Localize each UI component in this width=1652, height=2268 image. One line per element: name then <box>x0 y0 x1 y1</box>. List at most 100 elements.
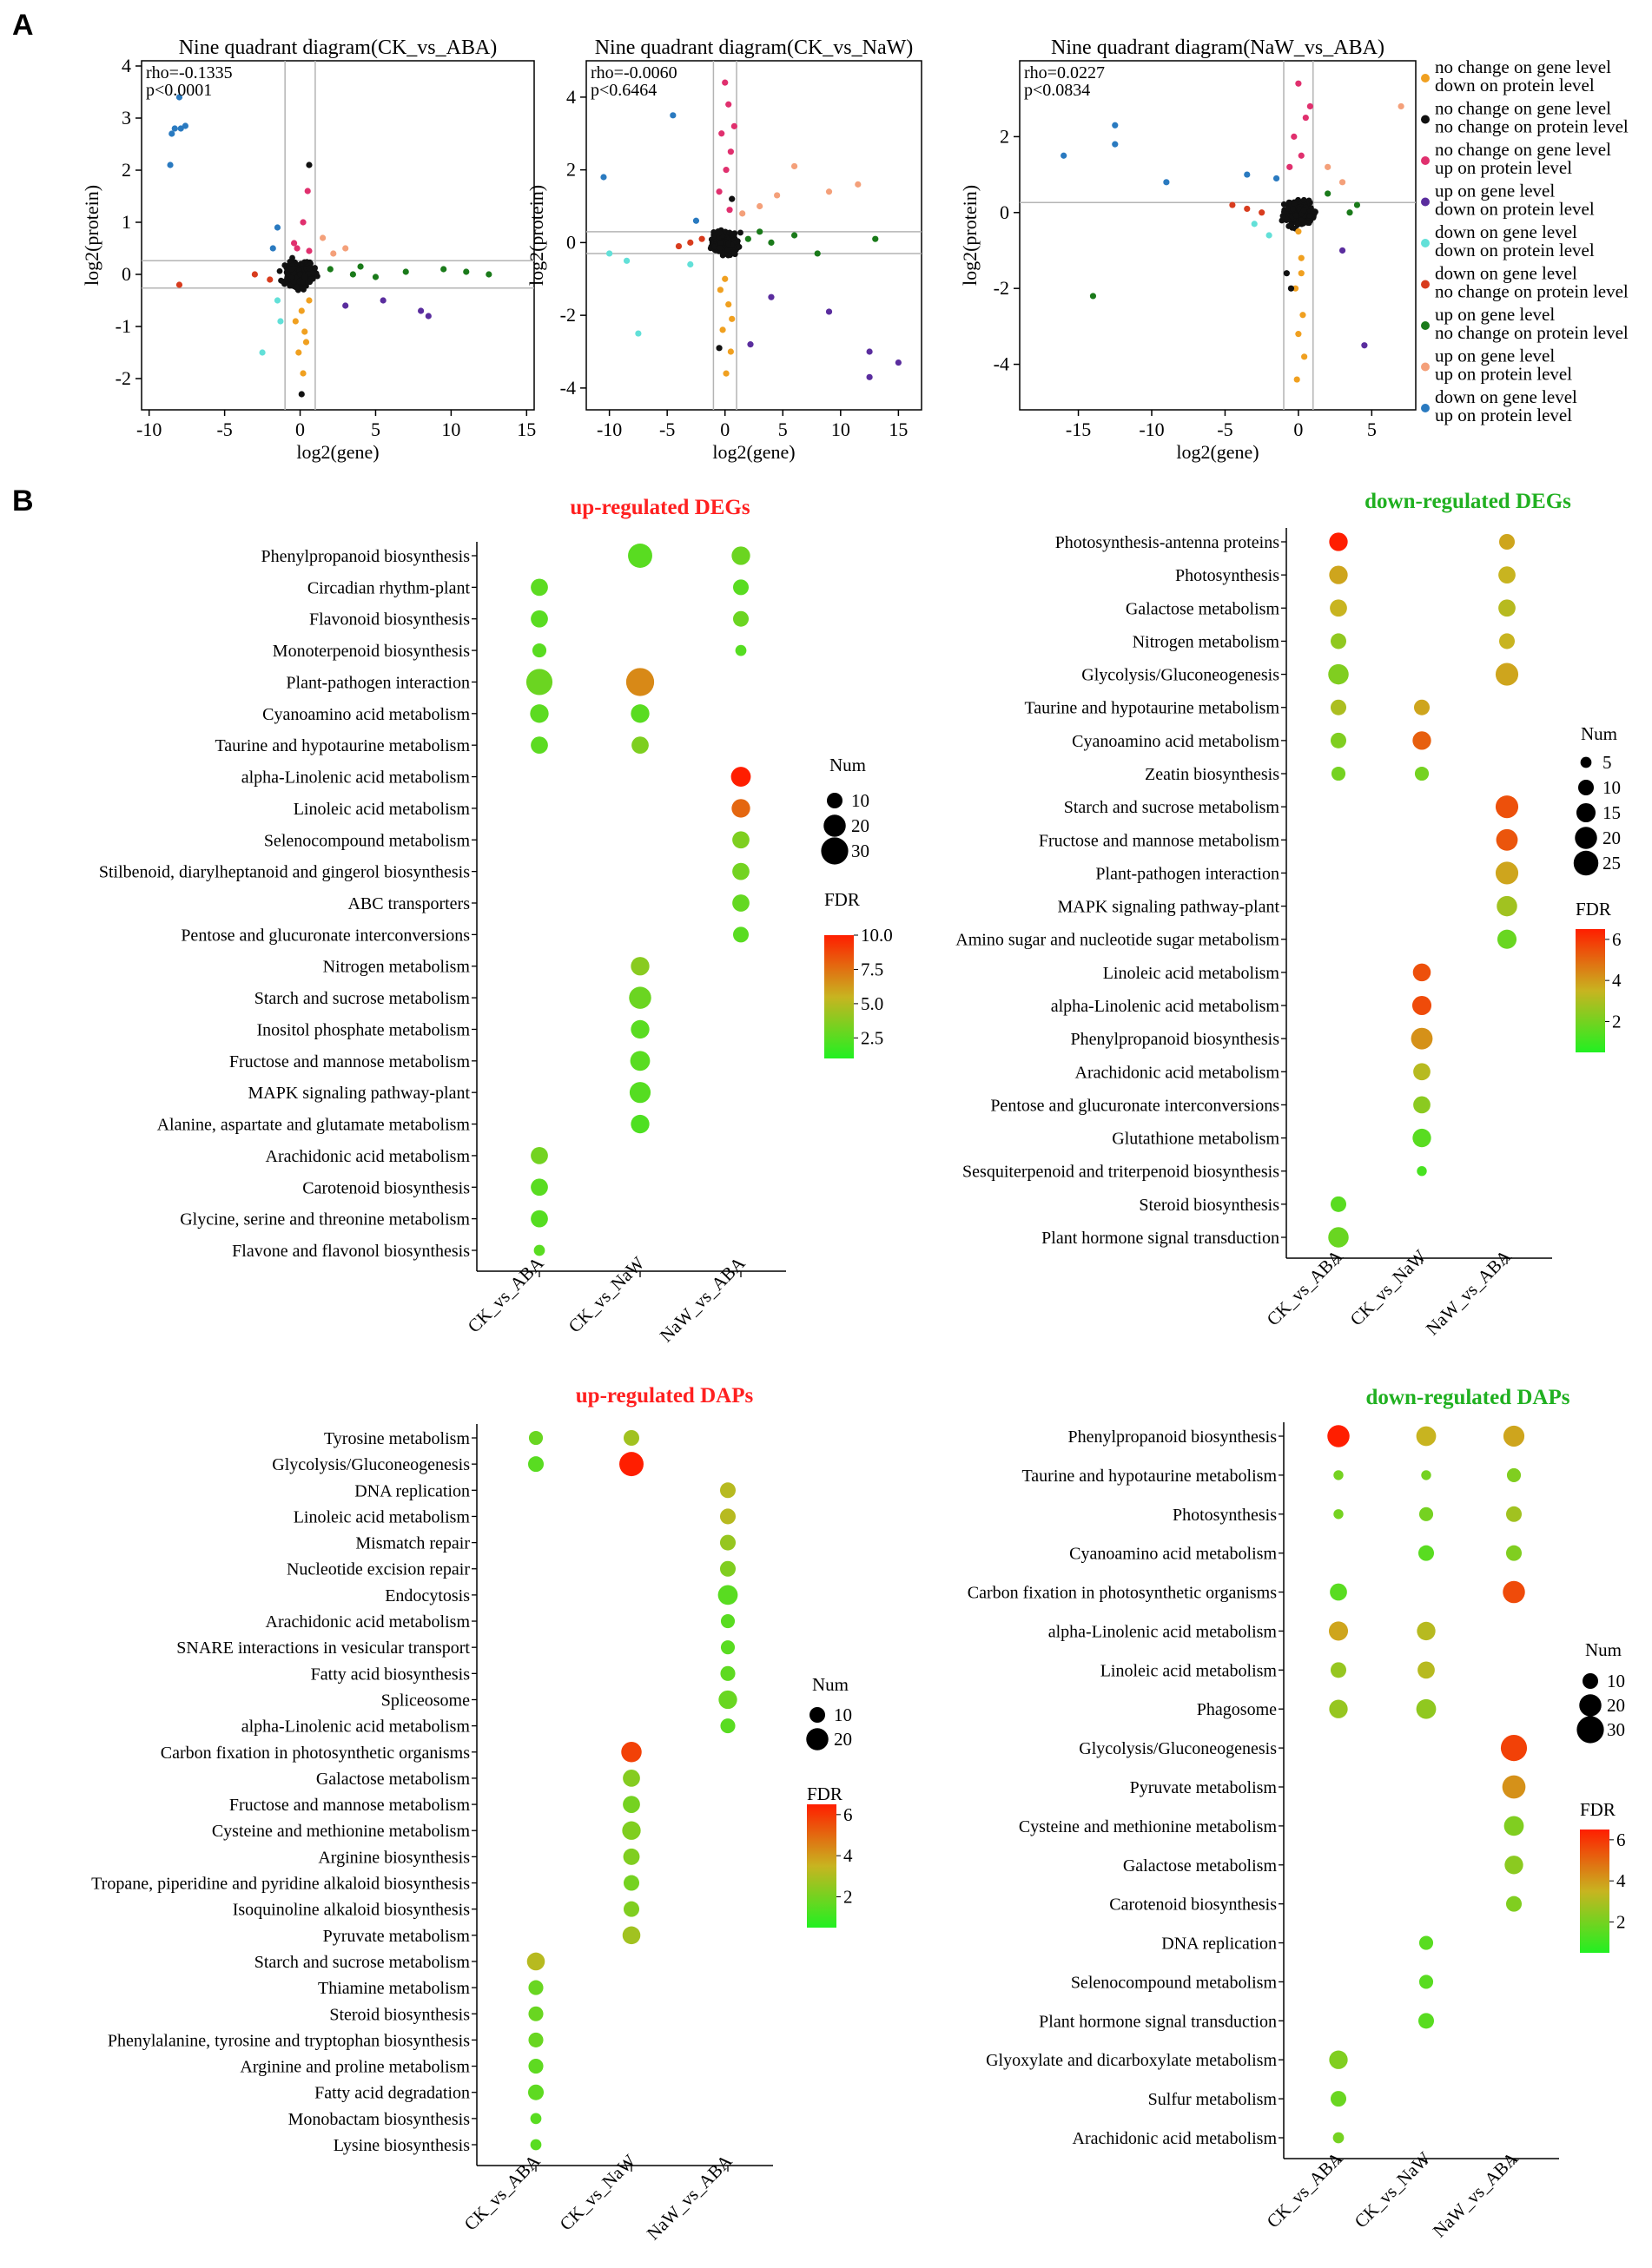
scatter-point <box>259 349 266 356</box>
enrichment-dot <box>1332 2132 1345 2144</box>
pathway-label: Taurine and hypotaurine metabolism <box>1021 1467 1277 1486</box>
scatter-point <box>600 174 607 181</box>
x-tick-label: 5 <box>1367 419 1377 440</box>
enrichment-dot <box>531 1147 548 1164</box>
scatter-point <box>1302 114 1309 122</box>
scatter-point <box>1293 376 1300 383</box>
y-tick-label: -2 <box>116 367 131 389</box>
pathway-label: Fructose and mannose metabolism <box>229 1796 471 1815</box>
pathway-label: Endocytosis <box>385 1586 470 1605</box>
enrichment-dot <box>731 546 750 565</box>
scatter-point <box>670 112 677 119</box>
legend-marker <box>1421 74 1430 82</box>
colorbar-label: 2.5 <box>861 1027 883 1048</box>
scatter-point <box>306 297 313 304</box>
enrichment-dot <box>629 1082 651 1104</box>
pathway-label: MAPK signaling pathway-plant <box>1057 898 1279 917</box>
scatter-point <box>1398 102 1404 110</box>
enrichment-dot <box>621 1742 642 1763</box>
scatter-point <box>768 239 775 246</box>
plot-frame <box>141 60 535 411</box>
scatter-point <box>725 101 732 108</box>
pathway-label: Starch and sucrose metabolism <box>254 989 471 1008</box>
x-tick-label: 0 <box>295 419 305 440</box>
size-legend-title: Num <box>1585 1639 1622 1660</box>
size-legend-dot <box>821 837 849 865</box>
enrichment-dot <box>623 1875 640 1891</box>
scatter-point <box>774 192 781 199</box>
pathway-label: Phenylalanine, tyrosine and tryptophan b… <box>108 2031 470 2050</box>
scatter-point <box>1295 331 1302 338</box>
enrichment-dot <box>530 2113 542 2125</box>
colorbar-label: 6 <box>1616 1830 1626 1850</box>
y-tick-label: 1 <box>122 211 131 233</box>
size-legend-label: 30 <box>1607 1719 1625 1740</box>
enrichment-dot <box>1505 1895 1523 1912</box>
enrichment-dot <box>527 2084 545 2100</box>
scatter-point <box>866 348 873 355</box>
enrichment-dot <box>1503 1816 1524 1836</box>
colorbar-label: 10.0 <box>861 925 893 946</box>
scatter-point <box>306 265 313 272</box>
scatter-point <box>872 235 879 242</box>
scatter-point <box>1280 201 1287 208</box>
enrichment-dot <box>1502 1775 1526 1799</box>
scatter-point <box>737 229 743 236</box>
legend-line1: no change on gene level <box>1435 56 1611 77</box>
enrichment-dot <box>623 1429 640 1447</box>
scatter-point <box>1306 212 1313 219</box>
enrichment-dot <box>530 2139 542 2151</box>
scatter-point <box>342 245 349 252</box>
enrichment-dot <box>1327 1425 1350 1447</box>
size-legend-label: 25 <box>1602 853 1621 874</box>
scatter-point <box>726 207 733 214</box>
group-label: NaW_vs_ABA <box>1429 2147 1523 2241</box>
legend-line1: up on gene level <box>1435 346 1555 366</box>
enrichment-dot <box>631 704 650 723</box>
dot-plot-4: down-regulated DAPs Phenylpropanoid biosy… <box>968 1386 1626 2241</box>
scatter-point <box>790 162 798 170</box>
enrichment-dot <box>1331 766 1346 781</box>
pathway-label: Linoleic acid metabolism <box>294 800 471 819</box>
scatter-point <box>372 274 380 280</box>
y-axis-label: log2(protein) <box>525 185 547 286</box>
enrichment-dot <box>1418 1507 1434 1521</box>
scatter-point <box>727 348 734 355</box>
y-tick-label: 3 <box>122 107 131 129</box>
pathway-label: Linoleic acid metabolism <box>1103 964 1280 983</box>
y-tick-label: 2 <box>1000 125 1009 147</box>
scatter-point <box>730 122 737 129</box>
colorbar-label: 4 <box>843 1845 853 1866</box>
colorbar-label: 2 <box>1612 1012 1622 1032</box>
enrichment-dot <box>631 1019 650 1039</box>
scatter-point <box>1286 163 1293 170</box>
scatter-point <box>274 224 281 231</box>
enrichment-dot <box>732 579 750 596</box>
scatter-point <box>1285 205 1292 212</box>
colorbar-label: 6 <box>1612 929 1622 950</box>
scatter-point <box>814 250 821 257</box>
scatter-point <box>1325 163 1332 170</box>
colorbar-label: 7.5 <box>861 959 883 979</box>
size-legend-label: 10 <box>851 790 869 811</box>
legend-line1: down on gene level <box>1435 386 1577 407</box>
pathway-label: Starch and sucrose metabolism <box>1064 798 1280 817</box>
scatter-point <box>169 130 175 137</box>
enrichment-dot <box>1329 565 1348 584</box>
x-axis-label: log2(gene) <box>1176 441 1259 463</box>
scatter-point <box>1300 196 1307 203</box>
pathway-label: Plant hormone signal transduction <box>1039 2012 1277 2031</box>
y-tick-label: -1 <box>116 315 131 337</box>
enrichment-dot <box>623 1796 640 1813</box>
pathway-label: MAPK signaling pathway-plant <box>248 1084 470 1103</box>
size-legend-dot <box>1573 850 1599 876</box>
scatter-point <box>301 328 308 335</box>
scatter-point <box>725 300 732 308</box>
scatter-point <box>719 252 726 259</box>
pathway-label: Cysteine and methionine metabolism <box>212 1822 471 1841</box>
pathway-label: Sesquiterpenoid and triterpenoid biosynt… <box>962 1163 1279 1182</box>
scatter-point <box>300 370 307 377</box>
enrichment-dot <box>528 2032 544 2047</box>
enrichment-dot <box>720 1613 736 1629</box>
enrichment-dot <box>1503 1425 1525 1447</box>
